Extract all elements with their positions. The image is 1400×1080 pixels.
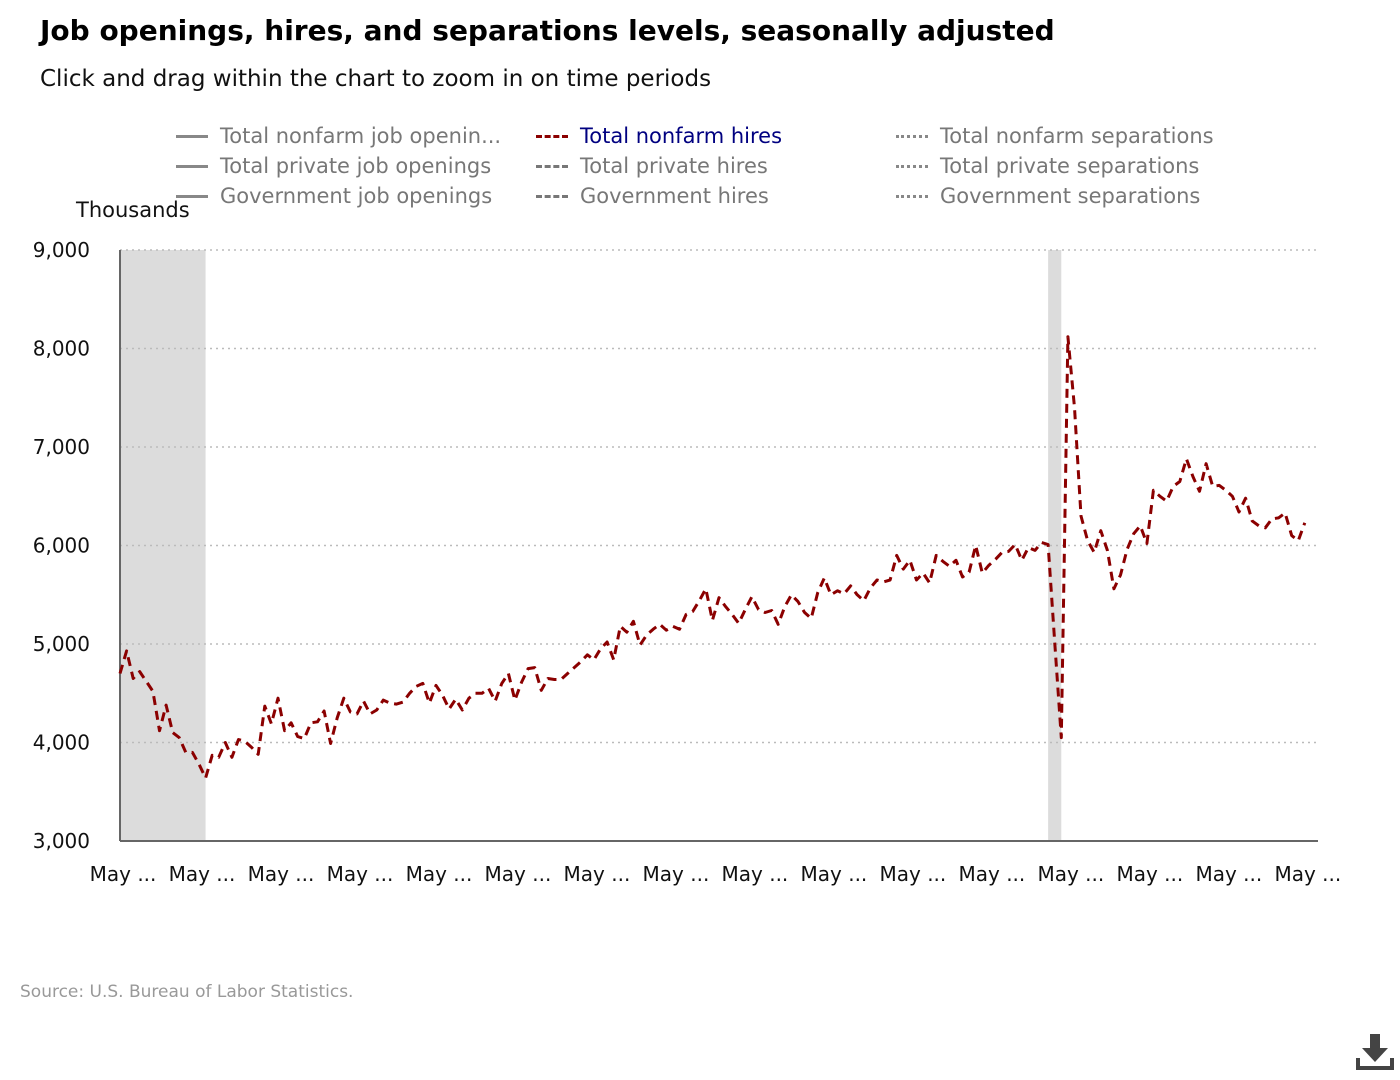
y-tick-label: 6,000 [33, 534, 90, 558]
x-tick-label: May ... [406, 862, 473, 886]
legend-label: Government job openings [220, 184, 493, 208]
legend-swatch [536, 134, 568, 138]
x-tick-label: May ... [169, 862, 236, 886]
x-tick-label: May ... [958, 862, 1025, 886]
x-tick-label: May ... [90, 862, 157, 886]
x-tick-label: May ... [879, 862, 946, 886]
chart-legend: Total nonfarm job openin... Total nonfarm… [176, 122, 1276, 216]
legend-swatch [536, 164, 568, 168]
legend-label: Total nonfarm job openin... [220, 124, 502, 148]
y-tick-label: 7,000 [33, 435, 90, 459]
source-note: Source: U.S. Bureau of Labor Statistics. [20, 982, 354, 1002]
x-tick-label: May ... [801, 862, 868, 886]
legend-item[interactable]: Government job openings [176, 182, 492, 210]
legend-label: Total nonfarm separations [940, 124, 1214, 148]
legend-swatch [176, 194, 208, 198]
x-tick-label: May ... [564, 862, 631, 886]
x-tick-label: May ... [643, 862, 710, 886]
chart-title: Job openings, hires, and separations lev… [40, 14, 1055, 47]
x-tick-label: May ... [485, 862, 552, 886]
legend-swatch [896, 164, 928, 168]
legend-item[interactable]: Total private separations [896, 152, 1199, 180]
y-tick-label: 5,000 [33, 632, 90, 656]
y-tick-label: 3,000 [33, 829, 90, 853]
x-tick-label: May ... [1195, 862, 1262, 886]
series-line-total-nonfarm-hires [118, 335, 1307, 780]
legend-label: Government separations [940, 184, 1201, 208]
x-tick-label: May ... [327, 862, 394, 886]
legend-label: Total private separations [940, 154, 1200, 178]
y-tick-label: 9,000 [33, 238, 90, 262]
legend-swatch [896, 194, 928, 198]
legend-item[interactable]: Total private job openings [176, 152, 491, 180]
download-icon[interactable] [1352, 1030, 1396, 1074]
legend-label: Government hires [580, 184, 769, 208]
y-tick-label: 8,000 [33, 337, 90, 361]
legend-item[interactable]: Total nonfarm separations [896, 122, 1214, 150]
y-tick-label: 4,000 [33, 731, 90, 755]
legend-swatch [536, 194, 568, 198]
legend-swatch [176, 134, 208, 138]
x-tick-label: May ... [1116, 862, 1183, 886]
legend-item[interactable]: Government hires [536, 182, 769, 210]
x-tick-label: May ... [248, 862, 315, 886]
chart-subtitle: Click and drag within the chart to zoom … [40, 66, 712, 92]
legend-label: Total private job openings [220, 154, 492, 178]
legend-swatch [176, 164, 208, 168]
legend-item[interactable]: Government separations [896, 182, 1200, 210]
x-tick-label: May ... [1037, 862, 1104, 886]
x-tick-label: May ... [1274, 862, 1341, 886]
y-axis-units-label: Thousands [76, 198, 190, 222]
legend-item[interactable]: Total nonfarm hires [536, 122, 782, 150]
legend-item[interactable]: Total nonfarm job openin... [176, 122, 501, 150]
legend-swatch [896, 134, 928, 138]
legend-item[interactable]: Total private hires [536, 152, 768, 180]
legend-label: Total nonfarm hires [580, 124, 783, 148]
legend-label: Total private hires [580, 154, 768, 178]
x-tick-label: May ... [722, 862, 789, 886]
